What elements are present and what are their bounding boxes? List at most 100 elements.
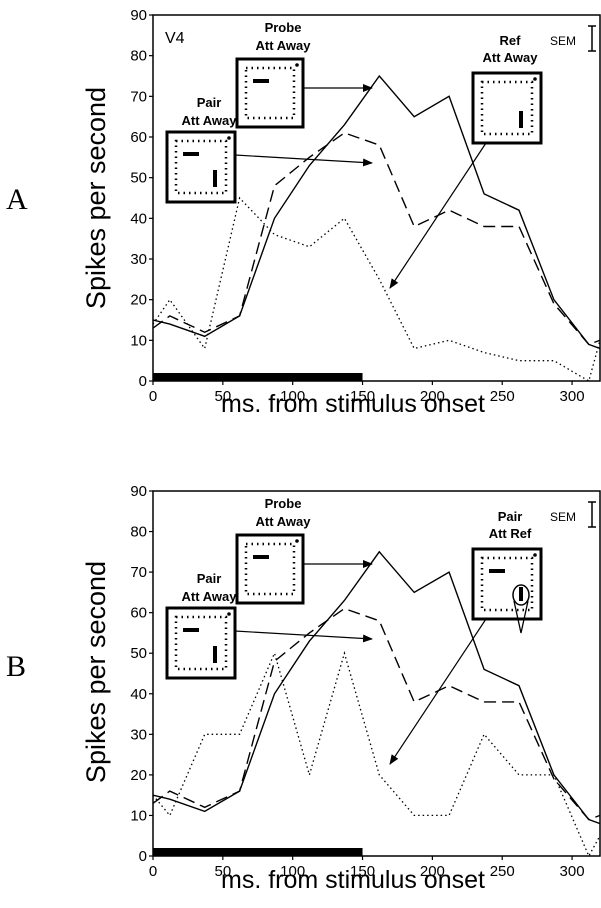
x-tick-label: 50 [215, 388, 232, 405]
y-tick-label: 50 [130, 170, 147, 187]
inset-pair-att-away-rf-outline [174, 615, 228, 671]
panel-label-a: A [6, 183, 28, 216]
plot-frame [152, 14, 601, 382]
y-tick-label: 10 [130, 332, 147, 349]
inset-label-line2: Att Away [182, 113, 238, 128]
chart-panel-b: 0 10 20 30 40 50 60 70 80 90 0 50 100 150 200 250 300 ms.… [81, 483, 601, 894]
y-tick-label: 50 [130, 645, 147, 662]
x-tick-label: 200 [420, 388, 445, 405]
y-tick-label: 0 [139, 373, 147, 390]
inset-pair-att-ref-spotlight-cone [513, 600, 529, 634]
annotation-arrow [234, 154, 373, 167]
x-axis-label: ms. from stimulus onset [221, 866, 485, 894]
inset-pair-att-ref-fixation-dot [533, 553, 537, 557]
x-tick-label: 300 [560, 863, 585, 880]
inset-pair-att-away-ref-bar [213, 170, 217, 187]
x-tick-label: 300 [560, 388, 585, 405]
inset-label-line2: Att Away [256, 514, 312, 529]
x-tick-label: 100 [280, 388, 305, 405]
y-tick-label: 10 [130, 807, 147, 824]
inset-label-line1: Ref [500, 33, 522, 48]
inset-probe-att-away-fixation-dot [295, 63, 299, 67]
chart-panel-a: 0 10 20 30 40 50 60 70 80 90 0 50 100 150 200 250 300 ms.… [81, 7, 601, 418]
y-tick-label: 90 [130, 7, 147, 24]
y-tick-label: 0 [139, 848, 147, 865]
inset-pair-att-away-probe-bar [183, 152, 199, 156]
y-tick-label: 60 [130, 605, 147, 622]
inset-label-line1: Pair [197, 571, 222, 586]
inset-label-line1: Probe [265, 496, 302, 511]
inset-pair-att-ref-probe-bar [489, 569, 505, 573]
inset-probe-att-away-probe-bar [253, 555, 269, 559]
y-tick-label: 70 [130, 88, 147, 105]
sem-label: SEM [550, 34, 576, 48]
y-tick-label: 40 [130, 210, 147, 227]
x-tick-label: 150 [350, 388, 375, 405]
stimulus-duration-bar [153, 848, 363, 856]
inset-ref-att-away [471, 71, 543, 145]
y-tick-label: 30 [130, 726, 147, 743]
y-tick-label: 80 [130, 524, 147, 541]
inset-label-line1: Pair [498, 509, 523, 524]
inset-probe-att-away [235, 57, 305, 129]
inset-probe-att-away-fixation-dot [295, 539, 299, 543]
inset-label-line2: Att Away [483, 50, 539, 65]
inset-pair-att-away-fixation-dot [227, 136, 231, 140]
inset-pair-att-away-fixation-dot [227, 612, 231, 616]
series-line-dotted [153, 196, 600, 381]
inset-pair-att-away-probe-bar [183, 628, 199, 632]
x-tick-label: 250 [490, 863, 515, 880]
y-tick-label: 60 [130, 129, 147, 146]
inset-pair-att-ref-ref-bar [519, 587, 523, 601]
area-label: V4 [165, 30, 185, 47]
inset-label-line2: Att Ref [489, 526, 532, 541]
inset-probe-att-away [235, 533, 305, 605]
inset-pair-att-away-rf-outline [174, 139, 228, 195]
y-tick-label: 20 [130, 292, 147, 309]
inset-pair-att-ref [471, 547, 543, 621]
x-tick-label: 0 [149, 863, 157, 880]
inset-ref-att-away-ref-bar [519, 111, 523, 128]
inset-label-line2: Att Away [256, 38, 312, 53]
y-tick-label: 20 [130, 767, 147, 784]
panel-label-b: B [6, 650, 26, 683]
y-axis-label: Spikes per second [81, 561, 111, 783]
series-line-dashed [153, 132, 600, 346]
series-line-dashed [153, 607, 600, 821]
inset-label-line1: Pair [197, 95, 222, 110]
plot-frame [152, 490, 601, 857]
inset-ref-att-away-fixation-dot [533, 77, 537, 81]
annotation-arrow [389, 618, 487, 765]
series-line-solid [153, 550, 600, 825]
inset-label-line2: Att Away [182, 589, 238, 604]
inset-pair-att-away [165, 606, 237, 680]
annotation-arrow [234, 630, 373, 643]
inset-pair-att-ref-attention-spotlight [512, 584, 530, 606]
annotation-arrow [389, 142, 487, 289]
y-tick-label: 90 [130, 483, 147, 500]
y-axis-label: Spikes per second [81, 87, 111, 309]
y-tick-label: 80 [130, 48, 147, 65]
inset-pair-att-away-ref-bar [213, 646, 217, 663]
inset-probe-att-away-probe-bar [253, 79, 269, 83]
y-tick-label: 40 [130, 686, 147, 703]
x-tick-label: 200 [420, 863, 445, 880]
inset-ref-att-away-rf-outline [480, 80, 534, 136]
y-tick-label: 30 [130, 251, 147, 268]
stimulus-duration-bar [153, 373, 363, 381]
series-line-solid [153, 74, 600, 350]
series-line-dotted [153, 650, 600, 856]
x-tick-label: 150 [350, 863, 375, 880]
inset-probe-att-away-rf-outline [244, 542, 296, 596]
inset-pair-att-ref-rf-outline [480, 556, 534, 612]
sem-label: SEM [550, 510, 576, 524]
x-tick-label: 0 [149, 388, 157, 405]
inset-pair-att-away [165, 130, 237, 204]
x-tick-label: 250 [490, 388, 515, 405]
x-tick-label: 50 [215, 863, 232, 880]
inset-probe-att-away-rf-outline [244, 66, 296, 120]
x-tick-label: 100 [280, 863, 305, 880]
y-tick-label: 70 [130, 564, 147, 581]
x-axis-label: ms. from stimulus onset [221, 390, 485, 418]
